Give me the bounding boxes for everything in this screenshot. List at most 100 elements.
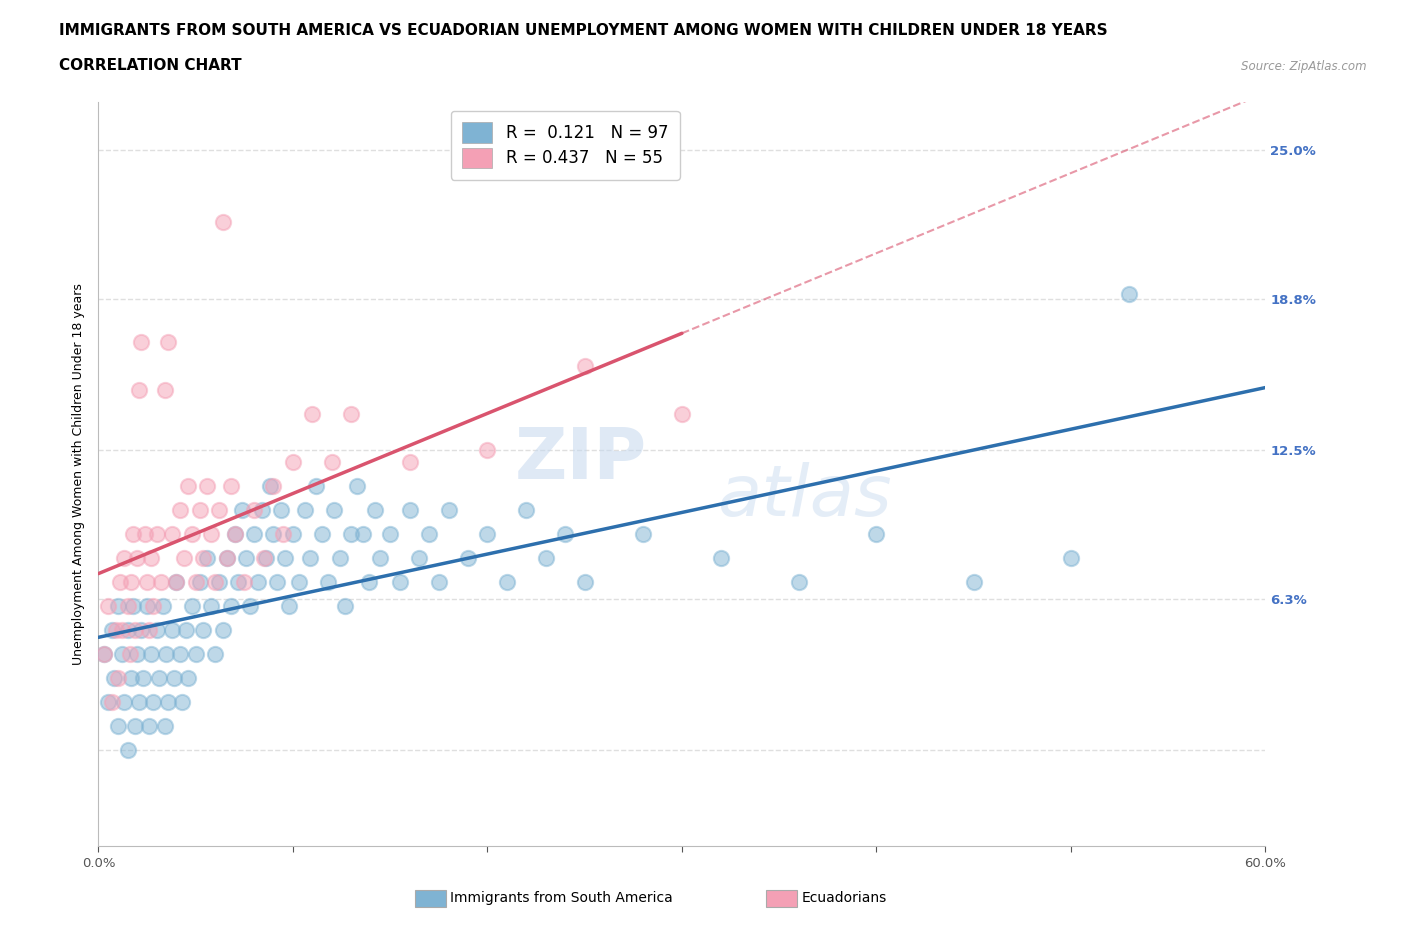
Point [281,527,304,542]
Legend: R =  0.121   N = 97, R = 0.437   N = 55: R = 0.121 N = 97, R = 0.437 N = 55 [451,111,679,179]
Point [231,503,253,518]
Point [170,695,193,710]
Point [146,527,169,542]
Point [127,647,149,662]
Text: CORRELATION CHART: CORRELATION CHART [59,58,242,73]
Point [134,527,156,542]
Point [266,575,288,590]
Point [301,406,323,421]
Point [335,599,357,614]
Point [184,647,207,662]
Point [477,443,499,458]
Point [149,575,172,590]
Point [97,599,120,614]
Point [340,527,363,542]
Point [457,551,479,565]
Point [117,743,139,758]
Point [153,719,176,734]
Point [188,575,211,590]
Point [208,503,231,518]
Point [235,551,257,565]
Point [243,503,266,518]
Text: ZIP: ZIP [515,425,647,494]
Point [212,215,235,230]
Point [118,647,141,662]
Point [408,551,430,565]
Point [427,575,450,590]
Point [253,551,276,565]
Point [101,695,124,710]
Point [294,503,316,518]
Point [574,359,596,374]
Point [254,551,277,565]
Point [418,527,440,542]
Point [224,527,246,542]
Point [112,551,135,565]
Point [107,719,129,734]
Point [128,695,150,710]
Point [121,575,143,590]
Point [124,719,146,734]
Text: Source: ZipAtlas.com: Source: ZipAtlas.com [1241,60,1367,73]
Point [1060,551,1083,565]
Point [311,527,333,542]
Point [305,479,328,494]
Point [177,671,200,685]
Point [173,551,195,565]
Point [259,479,281,494]
Point [180,599,202,614]
Point [363,503,385,518]
Point [250,503,273,518]
Point [93,647,115,662]
Point [281,455,304,470]
Point [142,599,165,614]
Point [129,335,152,350]
Point [157,335,180,350]
Point [136,575,159,590]
Point [200,527,222,542]
Point [204,575,226,590]
Point [111,623,134,638]
Point [208,575,231,590]
Point [219,479,242,494]
Point [138,623,160,638]
Point [153,383,176,398]
Point [321,455,343,470]
Point [136,599,159,614]
Point [155,647,177,662]
Point [239,599,262,614]
Point [163,671,186,685]
Point [278,599,301,614]
Point [93,647,115,662]
Point [322,503,344,518]
Point [188,503,211,518]
Point [710,551,733,565]
Point [215,551,238,565]
Point [224,527,246,542]
Point [554,527,576,542]
Point [574,575,596,590]
Point [193,551,215,565]
Point [865,527,887,542]
Point [962,575,984,590]
Point [195,551,218,565]
Point [352,527,374,542]
Point [378,527,402,542]
Point [177,479,200,494]
Point [274,551,297,565]
Point [271,527,294,542]
Point [1118,286,1140,301]
Point [299,551,322,565]
Point [107,671,129,685]
Point [124,623,146,638]
Point [346,479,368,494]
Point [107,599,129,614]
Point [148,671,170,685]
Point [204,647,226,662]
Point [515,503,537,518]
Point [157,695,180,710]
Point [477,527,499,542]
Point [108,575,131,590]
Point [122,527,145,542]
Point [398,503,420,518]
